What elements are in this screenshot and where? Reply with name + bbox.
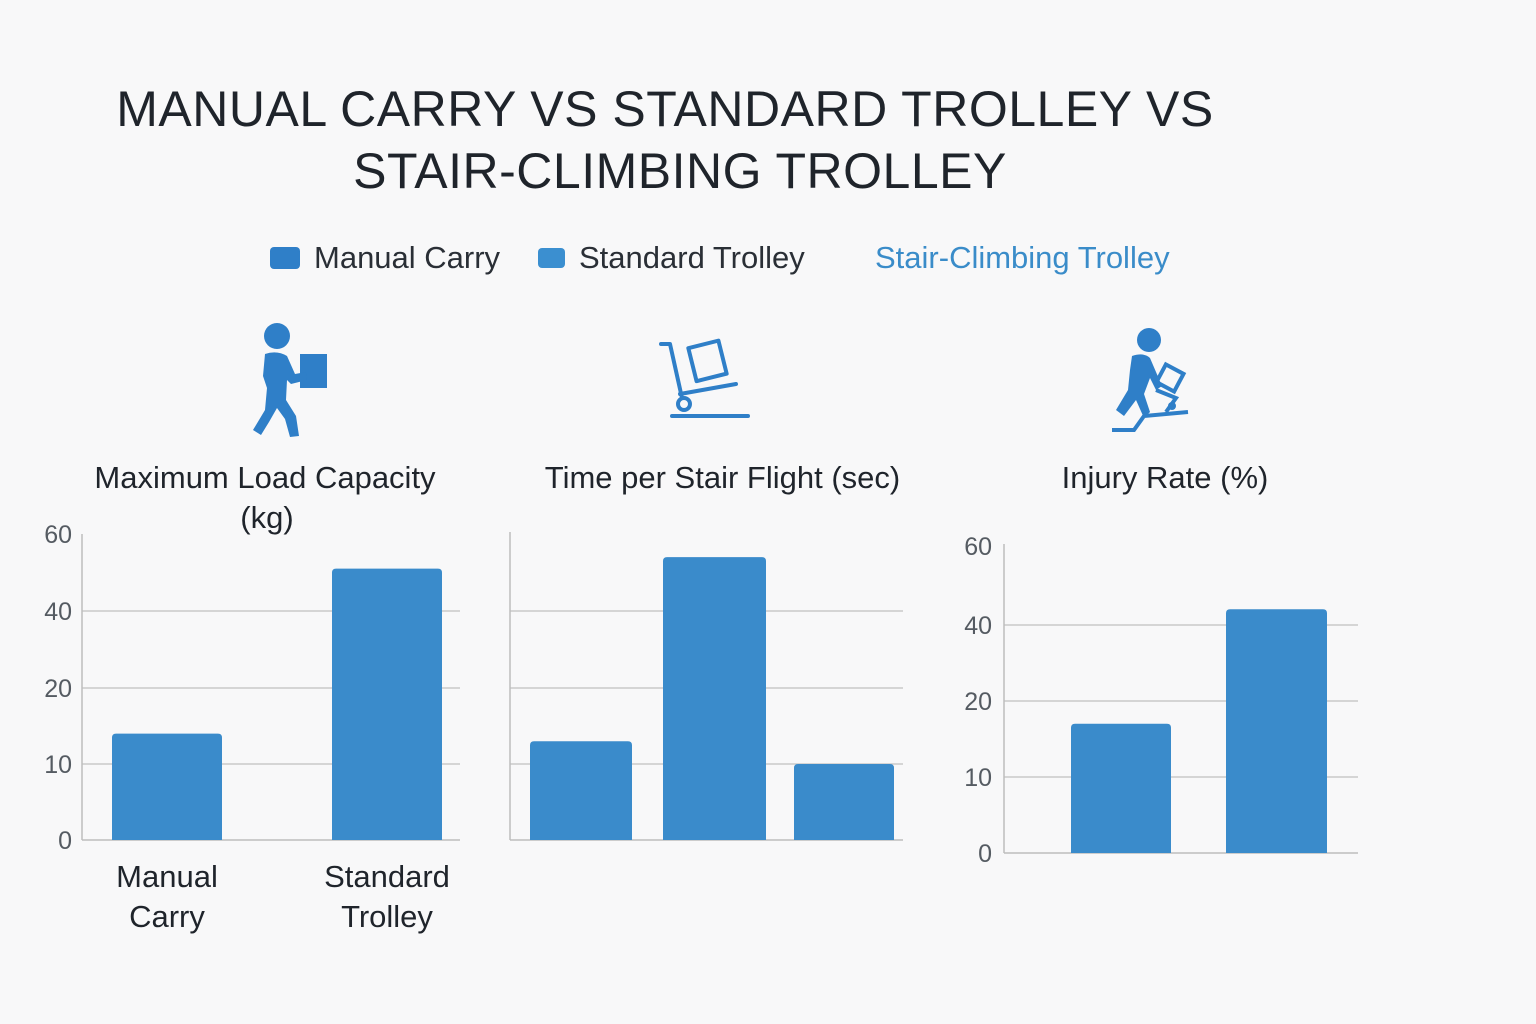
hand-trolley-icon [659, 338, 750, 418]
panel-1-category-label: Manual [116, 859, 218, 894]
person-carrying-box-icon [253, 323, 327, 437]
legend-label-stair-climbing-trolley: Stair-Climbing Trolley [875, 240, 1170, 275]
panel-1-category-label: Carry [129, 899, 205, 934]
panel-1-title-line-1: Maximum Load Capacity [94, 460, 436, 495]
panel-3-bar [1071, 723, 1171, 853]
panel-1-tick-label: 10 [44, 751, 72, 779]
panel-1-tick-label: 20 [44, 675, 72, 703]
panel-1-tick-label: 0 [58, 827, 72, 855]
panel-1-category-label: Standard [324, 859, 450, 894]
chart-title-line-2: STAIR-CLIMBING TROLLEY [353, 143, 1007, 199]
panel-3-tick-label: 40 [964, 612, 992, 640]
panel-3-tick-label: 20 [964, 688, 992, 716]
panel-1-title-line-2: (kg) [240, 500, 294, 535]
legend-swatch-manual-carry [270, 247, 300, 269]
legend-item-stair-climbing-trolley: Stair-Climbing Trolley [875, 236, 1170, 280]
panel-1-bar [112, 733, 222, 840]
panel-2-bar [663, 557, 766, 840]
panel-3-tick-label: 0 [978, 840, 992, 868]
legend: Manual Carry Standard Trolley Stair-Clim… [0, 236, 1536, 280]
chart-title: MANUAL CARRY VS STANDARD TROLLEY VS STAI… [0, 78, 1330, 202]
panel-3-tick-label: 60 [964, 533, 992, 561]
legend-label-standard-trolley: Standard Trolley [579, 240, 805, 275]
panel-2-title-line-1: Time per Stair Flight (sec) [544, 460, 901, 495]
panel-3-tick-label: 10 [964, 764, 992, 792]
panel-1-category-label: Trolley [341, 899, 433, 934]
panel-1-tick-label: 60 [44, 521, 72, 549]
legend-label-manual-carry: Manual Carry [314, 240, 501, 275]
legend-item-standard-trolley: Standard Trolley [538, 236, 805, 280]
panel-3-bar [1226, 609, 1327, 853]
chart-title-line-1: MANUAL CARRY VS STANDARD TROLLEY VS [116, 81, 1214, 137]
panel-2-bar [530, 741, 632, 840]
legend-swatch-standard-trolley [538, 248, 565, 268]
panel-1-bar [332, 568, 442, 840]
panel-2-bar [794, 764, 894, 840]
panel-3-title-line-1: Injury Rate (%) [1061, 460, 1269, 495]
person-pushing-trolley-icon [1112, 328, 1189, 432]
legend-item-manual-carry: Manual Carry [270, 236, 500, 280]
panel-1-tick-label: 40 [44, 598, 72, 626]
panel-1-title: Maximum Load Capacity (kg) [60, 458, 470, 538]
panel-3-title: Injury Rate (%) [1000, 458, 1330, 498]
panel-2-title: Time per Stair Flight (sec) [500, 458, 945, 498]
